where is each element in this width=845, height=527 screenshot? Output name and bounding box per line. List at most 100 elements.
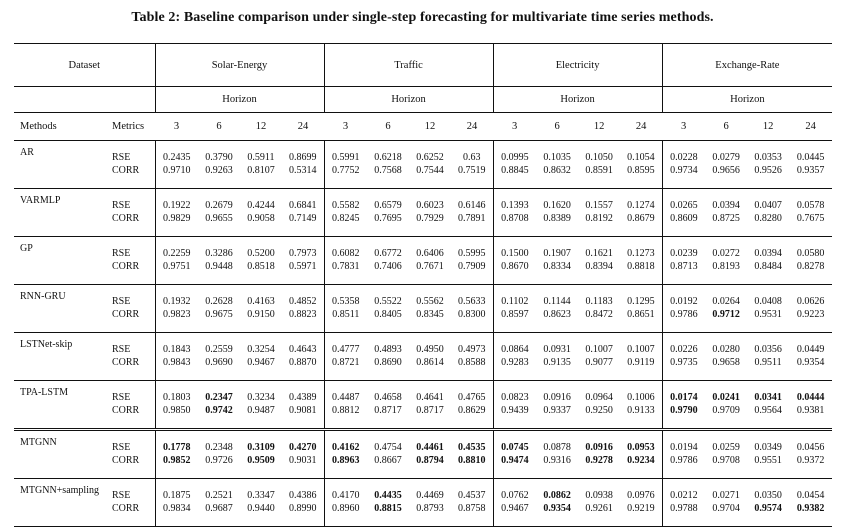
value-cell: 0.4852 0.8823 (282, 284, 325, 333)
corr-value: 0.9704 (712, 502, 740, 514)
rse-value: 0.0212 (670, 490, 698, 501)
rse-value: 0.4777 (332, 344, 360, 355)
rse-value: 0.4950 (416, 344, 444, 355)
corr-value: 0.9658 (712, 356, 740, 368)
corr-value: 0.8721 (332, 356, 360, 368)
corr-value: 0.9708 (712, 454, 740, 466)
rse-value: 0.2628 (205, 296, 233, 307)
value-cell: 0.0995 0.8845 (492, 140, 537, 189)
corr-value: 0.9786 (670, 308, 698, 320)
horizon-label: Horizon (323, 86, 494, 113)
value-cell: 0.4777 0.8721 (323, 332, 368, 381)
horizon-value: 24 (620, 112, 663, 141)
rse-value: 0.1932 (163, 296, 191, 307)
corr-value: 0.9081 (289, 404, 317, 416)
corr-value: 0.7752 (332, 164, 360, 176)
rse-value: 0.3790 (205, 152, 233, 163)
rse-value: 0.5995 (458, 248, 486, 259)
corr-value: 0.8725 (712, 212, 740, 224)
rse-value: 0.6146 (458, 200, 486, 211)
corr-value: 0.9709 (712, 404, 740, 416)
rse-value: 0.5582 (332, 200, 360, 211)
value-cell: 0.1393 0.8708 (492, 188, 537, 237)
method-name: RNN-GRU (14, 284, 111, 333)
value-cell: 0.0407 0.8280 (747, 188, 790, 237)
value-cell: 0.0916 0.9278 (578, 428, 621, 479)
corr-value: 0.9372 (796, 454, 825, 466)
method-name: VARMLP (14, 188, 111, 237)
rse-value: 0.1500 (501, 248, 529, 259)
metric-label: RSE (112, 296, 131, 307)
rse-value: 0.0280 (712, 344, 740, 355)
value-cell: 0.0280 0.9658 (705, 332, 748, 381)
rse-value: 0.5911 (247, 152, 275, 163)
value-cell: 0.1102 0.8597 (492, 284, 537, 333)
dataset-exchange-rate: Exchange-Rate (661, 43, 833, 87)
corr-value: 0.9726 (205, 454, 233, 466)
method-name: LSTNet-skip (14, 332, 111, 381)
horizon-value: 12 (240, 112, 282, 141)
corr-value: 0.7149 (289, 212, 317, 224)
metric-label: CORR (112, 212, 140, 224)
horizon-value: 3 (324, 112, 368, 141)
value-cell: 0.6772 0.7406 (367, 236, 410, 285)
corr-value: 0.8511 (332, 308, 360, 320)
horizon-value: 24 (789, 112, 833, 141)
value-cell: 0.2259 0.9751 (154, 236, 198, 285)
horizon-label: Horizon (661, 86, 833, 113)
rse-value: 0.4170 (332, 490, 360, 501)
rse-value: 0.1183 (585, 296, 613, 307)
corr-value: 0.9250 (585, 404, 613, 416)
corr-value: 0.7544 (416, 164, 444, 176)
corr-value: 0.5971 (289, 260, 317, 272)
value-cell: 0.1054 0.8595 (620, 140, 663, 189)
value-cell: 0.3109 0.9509 (240, 428, 282, 479)
metric-label: CORR (112, 164, 140, 176)
rse-value: 0.0265 (670, 200, 698, 211)
metric-names: RSE CORR (111, 478, 155, 527)
rse-value: 0.6082 (332, 248, 360, 259)
corr-value: 0.8394 (585, 260, 613, 272)
value-cell: 0.2521 0.9687 (198, 478, 240, 527)
rse-value: 0.0226 (670, 344, 698, 355)
corr-value: 0.8623 (543, 308, 571, 320)
value-cell: 0.0864 0.9283 (492, 332, 537, 381)
rse-value: 0.0762 (501, 490, 529, 501)
corr-value: 0.8823 (289, 308, 317, 320)
rse-value: 0.0239 (670, 248, 698, 259)
rse-value: 0.0878 (543, 442, 571, 453)
corr-value: 0.9467 (501, 502, 529, 514)
horizon-value: 12 (747, 112, 790, 141)
corr-value: 0.9551 (754, 454, 782, 466)
corr-value: 0.8280 (754, 212, 782, 224)
rse-value: 0.1620 (543, 200, 571, 211)
rse-value: 0.1006 (627, 392, 655, 403)
value-cell: 0.2679 0.9655 (198, 188, 240, 237)
value-cell: 0.4973 0.8588 (451, 332, 494, 381)
corr-value: 0.9261 (585, 502, 613, 514)
rse-value: 0.7973 (289, 248, 317, 259)
value-cell: 0.1875 0.9834 (154, 478, 198, 527)
corr-value: 0.8870 (289, 356, 317, 368)
rse-value: 0.0445 (796, 152, 825, 163)
rse-value: 0.2435 (163, 152, 191, 163)
value-cell: 0.0745 0.9474 (492, 428, 537, 479)
rse-value: 0.0271 (712, 490, 740, 501)
rse-value: 0.4386 (289, 490, 317, 501)
corr-value: 0.9852 (163, 454, 191, 466)
table-row: AR RSE CORR 0.2435 0.9710 0.3790 0.9263 0.5911 0… (14, 140, 833, 189)
value-cell: 0.1803 0.9850 (154, 380, 198, 430)
value-cell: 0.4389 0.9081 (282, 380, 325, 430)
value-cell: 0.1183 0.8472 (578, 284, 621, 333)
value-cell: 0.1932 0.9823 (154, 284, 198, 333)
corr-value: 0.9263 (205, 164, 233, 176)
value-cell: 0.5991 0.7752 (323, 140, 368, 189)
horizon-value: 24 (282, 112, 325, 141)
horizon-header-row: Horizon Horizon Horizon Horizon (14, 86, 833, 113)
rse-value: 0.0578 (796, 200, 825, 211)
rse-value: 0.1035 (543, 152, 571, 163)
rse-value: 0.4754 (374, 442, 402, 453)
corr-value: 0.8107 (247, 164, 275, 176)
method-name: GP (14, 236, 111, 285)
dataset-traffic: Traffic (323, 43, 494, 87)
